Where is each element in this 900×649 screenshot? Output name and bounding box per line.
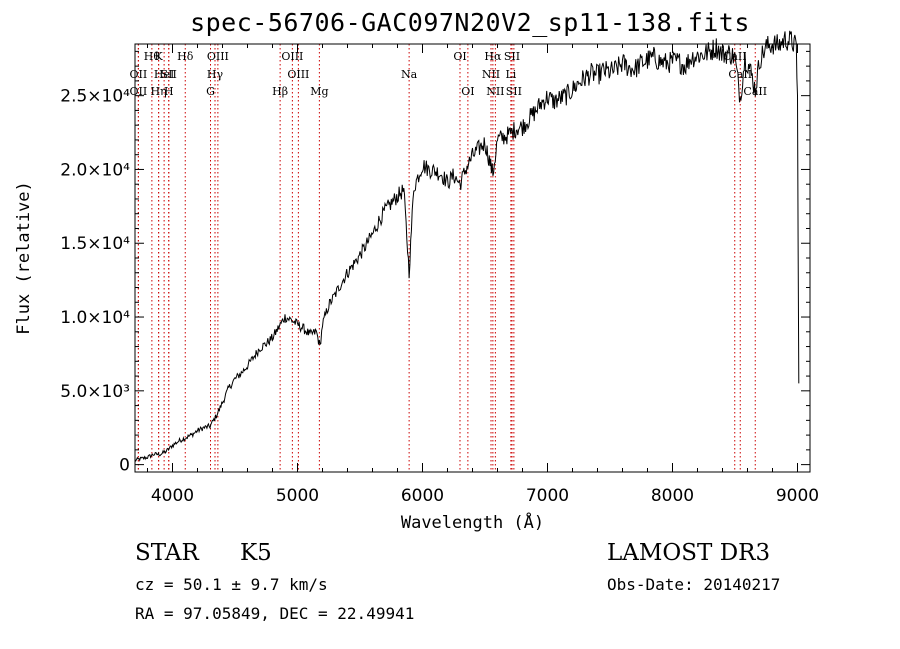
x-tick-label: 6000 xyxy=(401,486,444,506)
object-subclass: K5 xyxy=(240,540,272,566)
y-axis-ticks: 0 5.0×10³ 1.0×10⁴ 1.5×10⁴ 2.0×10⁴ 2.5×10⁴ xyxy=(60,50,810,476)
line-label: OII xyxy=(130,85,148,98)
object-class: STAR xyxy=(135,540,199,566)
line-label: SII xyxy=(504,50,520,63)
line-label: G xyxy=(206,85,215,98)
x-tick-label: 8000 xyxy=(651,486,694,506)
y-axis-label: Flux (relative) xyxy=(14,181,34,335)
x-axis-ticks: 4000 5000 6000 7000 8000 9000 xyxy=(147,44,819,506)
redshift-text: cz = 50.1 ± 9.7 km/s xyxy=(135,575,328,594)
x-axis-label: Wavelength (Å) xyxy=(401,511,544,533)
x-tick-label: 9000 xyxy=(776,486,819,506)
chart-title: spec-56706-GAC097N20V2_sp11-138.fits xyxy=(190,8,750,37)
x-tick-label: 7000 xyxy=(526,486,569,506)
line-label: K xyxy=(155,50,164,63)
coordinates: RA = 97.05849, DEC = 22.49941 xyxy=(135,604,415,623)
y-tick-label: 2.5×10⁴ xyxy=(60,87,130,107)
line-label: NII xyxy=(482,68,500,81)
spectrum-line xyxy=(134,30,800,462)
x-tick-label: 5000 xyxy=(276,486,319,506)
line-label: Mg xyxy=(310,85,328,98)
line-label: OI xyxy=(461,85,474,98)
line-label: SII xyxy=(506,85,522,98)
line-label: OIII xyxy=(287,68,309,81)
line-label: HeI xyxy=(154,68,174,81)
survey-name: LAMOST DR3 xyxy=(607,540,771,566)
plot-frame xyxy=(134,43,811,473)
line-label: Hδ xyxy=(177,50,194,63)
y-tick-label: 2.0×10⁴ xyxy=(60,160,130,180)
line-label: Hβ xyxy=(272,85,288,98)
line-label: Li xyxy=(505,68,516,81)
emission-line-markers xyxy=(137,44,756,472)
y-tick-label: 0 xyxy=(119,456,130,476)
line-label: Hθ xyxy=(144,50,161,63)
y-tick-label: 1.0×10⁴ xyxy=(60,308,130,328)
line-label: OIII xyxy=(207,50,229,63)
line-label: NII xyxy=(486,85,504,98)
x-tick-label: 4000 xyxy=(151,486,194,506)
spectrum-series xyxy=(134,30,800,462)
line-label: Na xyxy=(401,68,418,81)
line-label: H xyxy=(164,85,174,98)
obs-date: Obs-Date: 20140217 xyxy=(607,575,781,594)
line-label: Hη xyxy=(151,85,167,98)
line-label: OIII xyxy=(281,50,303,63)
line-label: Hγ xyxy=(207,68,224,81)
y-tick-label: 5.0×10³ xyxy=(60,382,130,402)
y-tick-label: 1.5×10⁴ xyxy=(60,234,130,254)
line-label: OII xyxy=(130,68,148,81)
line-label: SII xyxy=(161,68,177,81)
line-label: Hα xyxy=(484,50,502,63)
line-label: OI xyxy=(453,50,466,63)
